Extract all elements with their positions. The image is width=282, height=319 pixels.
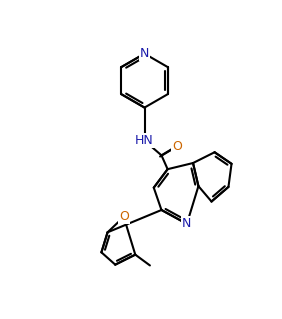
Text: O: O [119,211,129,223]
Text: N: N [182,217,191,230]
Text: N: N [140,47,149,60]
Text: HN: HN [135,134,154,147]
Text: O: O [172,140,182,152]
